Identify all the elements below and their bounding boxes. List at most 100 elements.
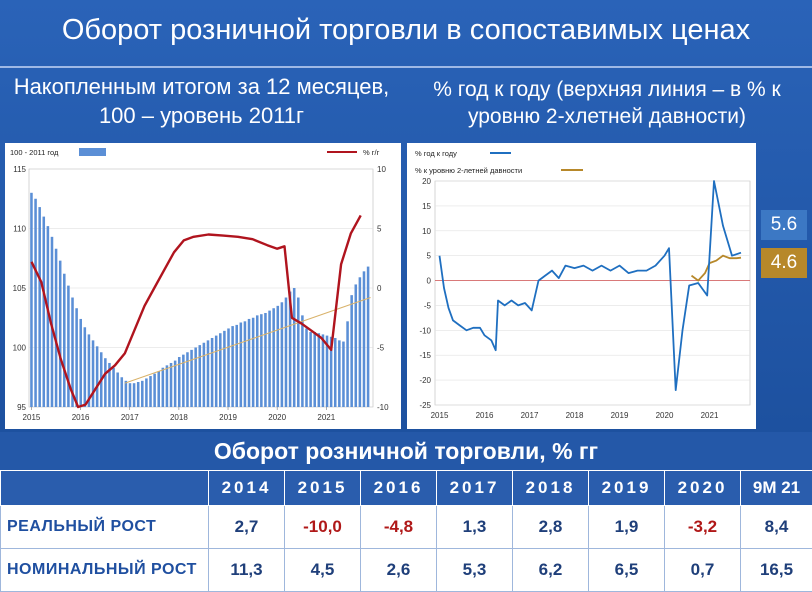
- x-tick-label: 2020: [268, 413, 286, 422]
- chart-bar: [108, 362, 111, 407]
- value-badge-two-year: 4.6: [761, 248, 807, 278]
- right-chart-panel: 20 15 10 5 0 -5 -10 -15 -20 -25 2015 2016 2017 2018 20…: [407, 143, 756, 429]
- chart-bar: [177, 357, 181, 407]
- y-tick-label: 15: [422, 202, 431, 211]
- chart-bar: [120, 377, 124, 407]
- table-cell: 0,7: [664, 548, 741, 592]
- table-cell: 1,3: [436, 505, 513, 549]
- trend-line: [124, 297, 371, 384]
- left-chart-subtitle: Накопленным итогом за 12 месяцев, 100 – …: [13, 74, 390, 128]
- chart-bar: [313, 332, 316, 407]
- chart-bar: [309, 332, 312, 407]
- x-tick-label: 2021: [701, 411, 719, 420]
- chart-bar: [91, 340, 95, 407]
- plot-frame: [434, 180, 751, 406]
- table-cell: 16,5: [740, 548, 812, 592]
- y-tick-label: 5: [427, 252, 432, 261]
- x-tick-label: 2018: [566, 411, 584, 420]
- table-header-cell: 2014: [208, 470, 285, 506]
- chart-bar: [153, 373, 156, 407]
- y-tick-label: -10: [419, 326, 431, 335]
- chart-bar: [104, 358, 107, 407]
- table-cell: 6,2: [512, 548, 589, 592]
- table-cell: 2,8: [512, 505, 589, 549]
- table-header-cell: 2020: [664, 470, 741, 506]
- chart-bar: [338, 340, 341, 407]
- legend-bars-label: 100 - 2011 год: [10, 148, 59, 157]
- chart-bar: [264, 312, 267, 407]
- table-cell: 6,5: [588, 548, 665, 592]
- row-label: РЕАЛЬНЫЙ РОСТ: [0, 505, 209, 549]
- chart-bar: [63, 273, 66, 407]
- table-header-cell: 2017: [436, 470, 513, 506]
- chart-bar: [42, 216, 46, 407]
- series-line-yoy: [30, 214, 362, 409]
- chart-bar: [342, 341, 345, 407]
- chart-bar: [38, 207, 41, 407]
- chart-bar: [223, 330, 226, 407]
- chart-bar: [145, 378, 148, 407]
- table-cell: 8,4: [740, 505, 812, 549]
- chart-bar: [358, 277, 362, 407]
- x-tick-label: 2021: [317, 413, 335, 422]
- right-chart-grid: [434, 180, 751, 406]
- left-chart-legend: 100 - 2011 год % г/г: [10, 148, 380, 157]
- chart-bar: [288, 291, 292, 407]
- chart-bar: [169, 362, 173, 407]
- x-tick-label: 2016: [72, 413, 90, 422]
- chart-bar: [173, 360, 177, 407]
- table-header-cell: 2018: [512, 470, 589, 506]
- chart-bar: [350, 295, 353, 407]
- legend-yoy-label: % год к году: [415, 149, 457, 158]
- chart-bar: [124, 380, 128, 407]
- table-cell: -10,0: [284, 505, 361, 549]
- table-cell: 1,9: [588, 505, 665, 549]
- chart-bar: [276, 305, 280, 407]
- x-tick-label: 2015: [431, 411, 449, 420]
- right-chart-legend: % год к году % к уровню 2-летней давност…: [415, 149, 583, 175]
- chart-bar: [301, 315, 304, 407]
- chart-bar: [346, 321, 349, 407]
- chart-bar: [280, 302, 284, 407]
- chart-bar: [71, 297, 74, 407]
- y-left-tick-label: 115: [13, 165, 26, 174]
- x-tick-label: 2017: [121, 413, 139, 422]
- table-header-cell: 9М 21: [740, 470, 812, 506]
- chart-bar: [58, 260, 62, 407]
- y-right-tick-label: 0: [377, 284, 382, 293]
- chart-bar: [186, 352, 189, 407]
- x-tick-label: 2015: [23, 413, 41, 422]
- chart-bar: [268, 310, 271, 407]
- y-right-tick-label: -10: [377, 403, 389, 412]
- left-chart-bars: [30, 192, 370, 407]
- left-chart-panel: 115 110 105 100 95 10 5 0 -5 -10 2015 2016 2017 2018 2…: [5, 143, 401, 429]
- chart-bar: [354, 284, 358, 407]
- y-tick-label: 20: [422, 177, 431, 186]
- table-cell: -4,8: [360, 505, 437, 549]
- table-row: НОМИНАЛЬНЫЙ РОСТ 11,3 4,5 2,6 5,3 6,2 6,…: [0, 548, 812, 592]
- row-label: НОМИНАЛЬНЫЙ РОСТ: [0, 548, 209, 592]
- chart-bar: [128, 383, 132, 407]
- table-cell: 11,3: [208, 548, 285, 592]
- legend-line-label: % г/г: [363, 148, 380, 157]
- chart-bar: [321, 334, 325, 407]
- chart-bar: [116, 372, 119, 407]
- chart-bar: [46, 226, 50, 407]
- chart-bar: [34, 198, 37, 407]
- series-line-yoy: [438, 180, 742, 391]
- chart-bar: [79, 318, 82, 407]
- chart-bar: [202, 342, 206, 407]
- title-bar: Оборот розничной торговли в сопоставимых…: [0, 0, 812, 68]
- chart-bar: [132, 383, 136, 407]
- x-tick-label: 2020: [656, 411, 674, 420]
- chart-bar: [251, 317, 255, 407]
- y-right-tick-label: -5: [377, 344, 385, 353]
- x-tick-label: 2018: [170, 413, 188, 422]
- right-chart-subtitle: % год к году (верхняя линия – в % к уров…: [433, 78, 781, 128]
- chart-bar: [50, 236, 54, 407]
- chart-bar: [157, 371, 160, 407]
- page-title: Оборот розничной торговли в сопоставимых…: [61, 14, 751, 46]
- chart-bar: [362, 271, 366, 407]
